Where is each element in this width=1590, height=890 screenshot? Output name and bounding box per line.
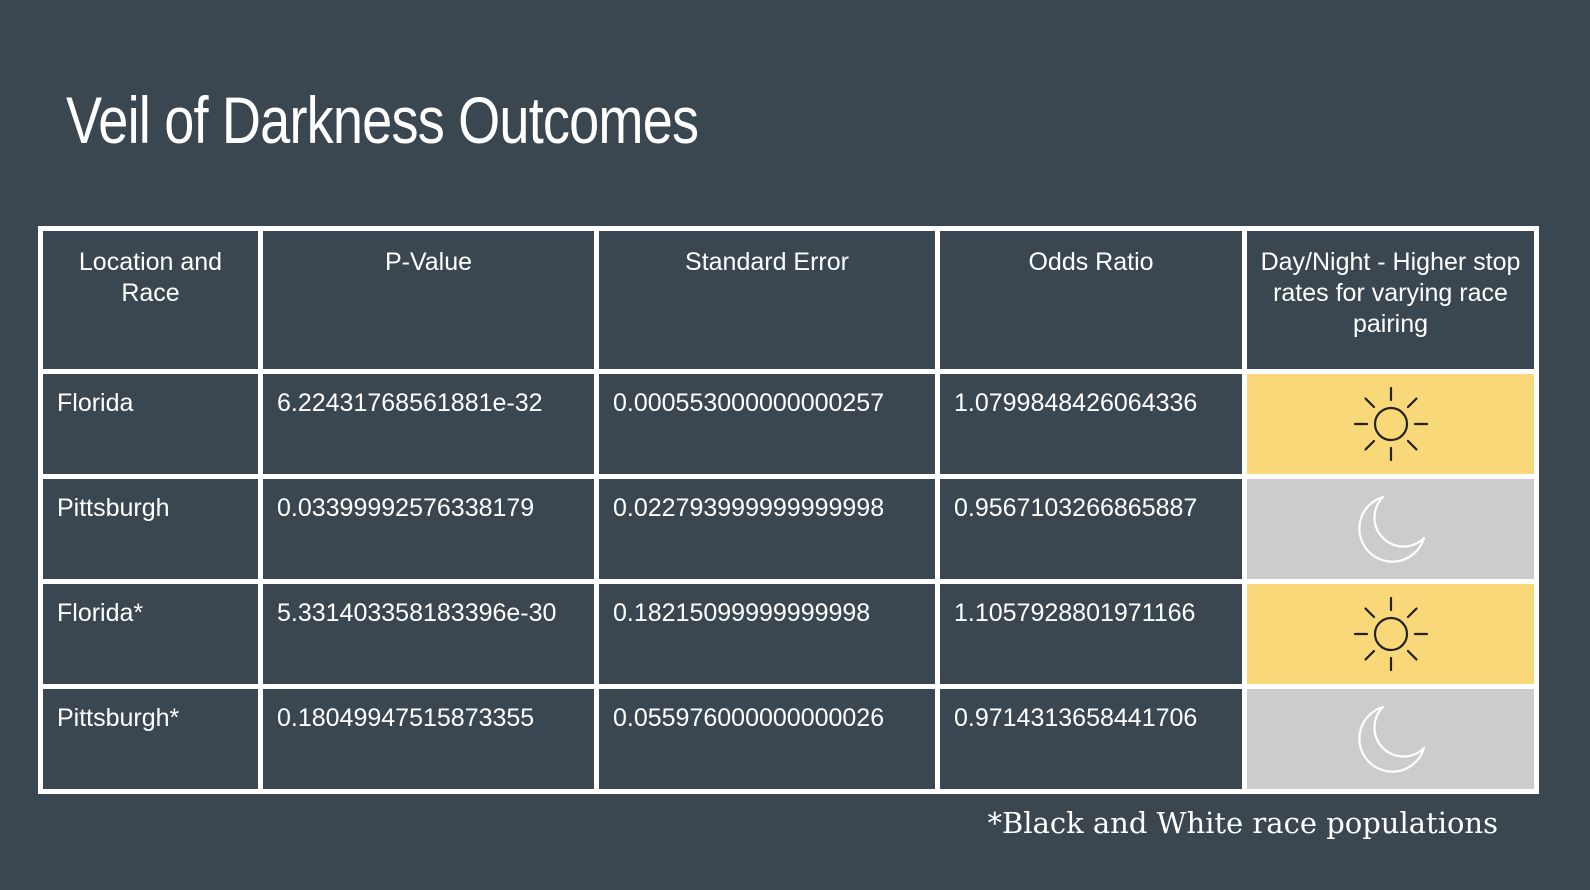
header-p-value: P-Value [258, 226, 599, 374]
cell-day-night [1242, 474, 1539, 584]
cell-p-value: 0.18049947515873355 [258, 684, 599, 794]
cell-day-night [1242, 579, 1539, 689]
cell-standard-error: 0.055976000000000026 [594, 684, 940, 794]
cell-p-value: 6.22431768561881e-32 [258, 369, 599, 479]
sun-icon [1353, 386, 1428, 462]
cell-standard-error: 0.18215099999999998 [594, 579, 940, 689]
header-odds-ratio: Odds Ratio [935, 226, 1247, 374]
slide-title: Veil of Darkness Outcomes [66, 83, 699, 157]
header-day-night: Day/Night - Higher stop rates for varyin… [1242, 226, 1539, 374]
cell-odds-ratio: 1.1057928801971166 [935, 579, 1247, 689]
cell-odds-ratio: 0.9714313658441706 [935, 684, 1247, 794]
table-row: Florida* 5.331403358183396e-30 0.1821509… [38, 579, 1539, 689]
table-row: Florida 6.22431768561881e-32 0.000553000… [38, 369, 1539, 479]
cell-odds-ratio: 1.0799848426064336 [935, 369, 1247, 479]
moon-icon [1357, 705, 1425, 773]
cell-p-value: 0.03399992576338179 [258, 474, 599, 584]
cell-standard-error: 0.022793999999999998 [594, 474, 940, 584]
cell-day-night [1242, 369, 1539, 479]
footnote: *Black and White race populations [987, 806, 1498, 840]
cell-location: Florida [38, 369, 263, 479]
cell-odds-ratio: 0.9567103266865887 [935, 474, 1247, 584]
cell-location: Pittsburgh [38, 474, 263, 584]
cell-day-night [1242, 684, 1539, 794]
moon-icon [1357, 495, 1425, 563]
header-location-race: Location and Race [38, 226, 263, 374]
table-row: Pittsburgh 0.03399992576338179 0.0227939… [38, 474, 1539, 584]
cell-standard-error: 0.000553000000000257 [594, 369, 940, 479]
header-standard-error: Standard Error [594, 226, 940, 374]
outcomes-table: Location and Race P-Value Standard Error… [38, 226, 1539, 794]
cell-location: Pittsburgh* [38, 684, 263, 794]
table-header-row: Location and Race P-Value Standard Error… [38, 226, 1539, 374]
table-row: Pittsburgh* 0.18049947515873355 0.055976… [38, 684, 1539, 794]
sun-icon [1353, 596, 1428, 672]
cell-location: Florida* [38, 579, 263, 689]
cell-p-value: 5.331403358183396e-30 [258, 579, 599, 689]
